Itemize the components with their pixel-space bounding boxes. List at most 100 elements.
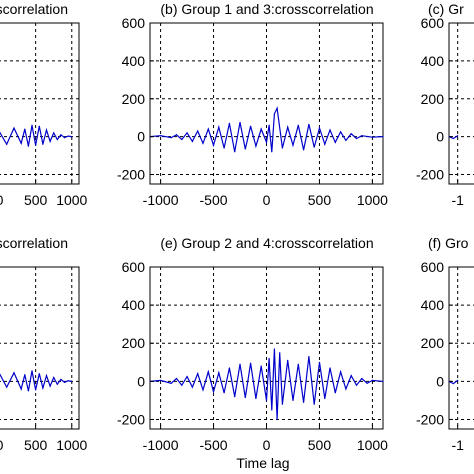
series-line xyxy=(0,125,72,147)
data-point xyxy=(186,375,188,378)
plot-frame xyxy=(0,266,80,430)
data-point xyxy=(27,145,30,147)
data-point xyxy=(265,141,268,143)
data-point xyxy=(276,418,278,421)
panel-b: -200 0 200 400 600 -1000 -500 0 500 1000 (b) Group… xyxy=(117,1,388,208)
x-tick-label: 0 xyxy=(0,437,4,453)
x-tick-label: 0 xyxy=(263,437,271,453)
data-point xyxy=(250,125,252,127)
panel-c: -200 0 200 400 600 -1 (c) Gr xyxy=(416,1,474,208)
data-point xyxy=(244,396,246,399)
data-point xyxy=(60,134,62,136)
data-point xyxy=(31,124,33,126)
data-point xyxy=(212,144,215,146)
data-point xyxy=(287,126,289,128)
data-point xyxy=(63,381,66,383)
data-point xyxy=(191,386,193,388)
data-point xyxy=(308,355,310,358)
y-tick-label: 600 xyxy=(421,259,445,275)
x-tick-label: 0 xyxy=(263,192,271,208)
y-tick-label: 200 xyxy=(122,335,146,351)
x-tick-label: -1000 xyxy=(143,437,179,453)
data-point xyxy=(382,380,384,382)
data-point xyxy=(276,107,278,109)
data-point xyxy=(24,374,26,376)
data-point xyxy=(181,384,183,386)
series-line xyxy=(0,370,72,392)
data-point xyxy=(212,391,215,393)
data-point xyxy=(452,137,454,140)
data-point xyxy=(355,384,358,386)
panel-e: -200 0 200 400 600 -1000 -500 0 500 1000 (e) Group… xyxy=(117,235,388,453)
y-tick-label: 400 xyxy=(421,53,445,69)
data-point xyxy=(324,143,326,145)
data-point xyxy=(324,397,326,400)
data-point xyxy=(218,126,220,128)
x-tick-label: 1000 xyxy=(357,192,388,208)
x-tick-label: -500 xyxy=(200,192,228,208)
y-tick-label: 400 xyxy=(421,297,445,313)
y-tick-label: 0 xyxy=(436,373,444,389)
data-point xyxy=(42,387,44,389)
data-point xyxy=(13,372,15,374)
data-point xyxy=(53,132,55,134)
x-tick-label: 0 xyxy=(0,192,4,208)
data-point xyxy=(279,352,281,354)
data-point xyxy=(350,133,352,135)
data-point xyxy=(361,135,363,137)
data-point xyxy=(255,145,257,147)
data-point xyxy=(452,383,454,385)
data-point xyxy=(181,138,183,141)
data-point xyxy=(260,128,262,130)
data-point xyxy=(38,373,40,375)
data-point xyxy=(250,362,252,364)
data-point xyxy=(45,129,48,131)
data-point xyxy=(197,373,199,375)
data-point xyxy=(56,138,58,141)
data-point xyxy=(6,143,8,145)
data-point xyxy=(345,139,347,142)
data-point xyxy=(175,134,178,136)
data-point xyxy=(371,136,374,138)
y-tick-label: 0 xyxy=(436,129,444,145)
x-tick-label: -500 xyxy=(200,437,228,453)
data-point xyxy=(318,127,321,129)
panel-d: -1000-50005001000scorrelation xyxy=(0,235,88,453)
data-point xyxy=(13,127,15,129)
data-point xyxy=(159,135,162,137)
data-point xyxy=(170,136,172,139)
y-tick-label: 0 xyxy=(137,373,145,389)
x-tick-label: -1000 xyxy=(143,192,179,208)
data-point xyxy=(202,389,204,391)
data-point xyxy=(297,124,299,126)
data-point xyxy=(313,403,315,405)
data-point xyxy=(292,399,294,402)
data-point xyxy=(207,128,209,130)
data-point xyxy=(207,371,209,373)
data-point xyxy=(271,409,273,411)
data-point xyxy=(42,143,44,145)
data-point xyxy=(223,392,225,394)
data-point xyxy=(273,348,276,350)
x-tick-label: -1 xyxy=(451,192,464,208)
data-point xyxy=(260,365,262,367)
data-point xyxy=(20,142,22,144)
data-point xyxy=(329,129,331,131)
x-tick-label: 500 xyxy=(308,192,332,208)
y-tick-label: -200 xyxy=(416,411,444,427)
data-point xyxy=(218,372,220,374)
data-point xyxy=(53,376,55,379)
data-point xyxy=(159,379,162,381)
data-point xyxy=(170,382,172,384)
data-point xyxy=(228,122,231,124)
data-point xyxy=(60,378,62,381)
data-point xyxy=(334,141,336,143)
y-tick-label: 0 xyxy=(137,129,145,145)
data-point xyxy=(457,135,459,137)
data-point xyxy=(308,123,310,125)
data-point xyxy=(265,399,268,402)
data-point xyxy=(234,151,236,153)
x-tick-label: -1 xyxy=(451,437,464,453)
data-point xyxy=(202,142,204,144)
